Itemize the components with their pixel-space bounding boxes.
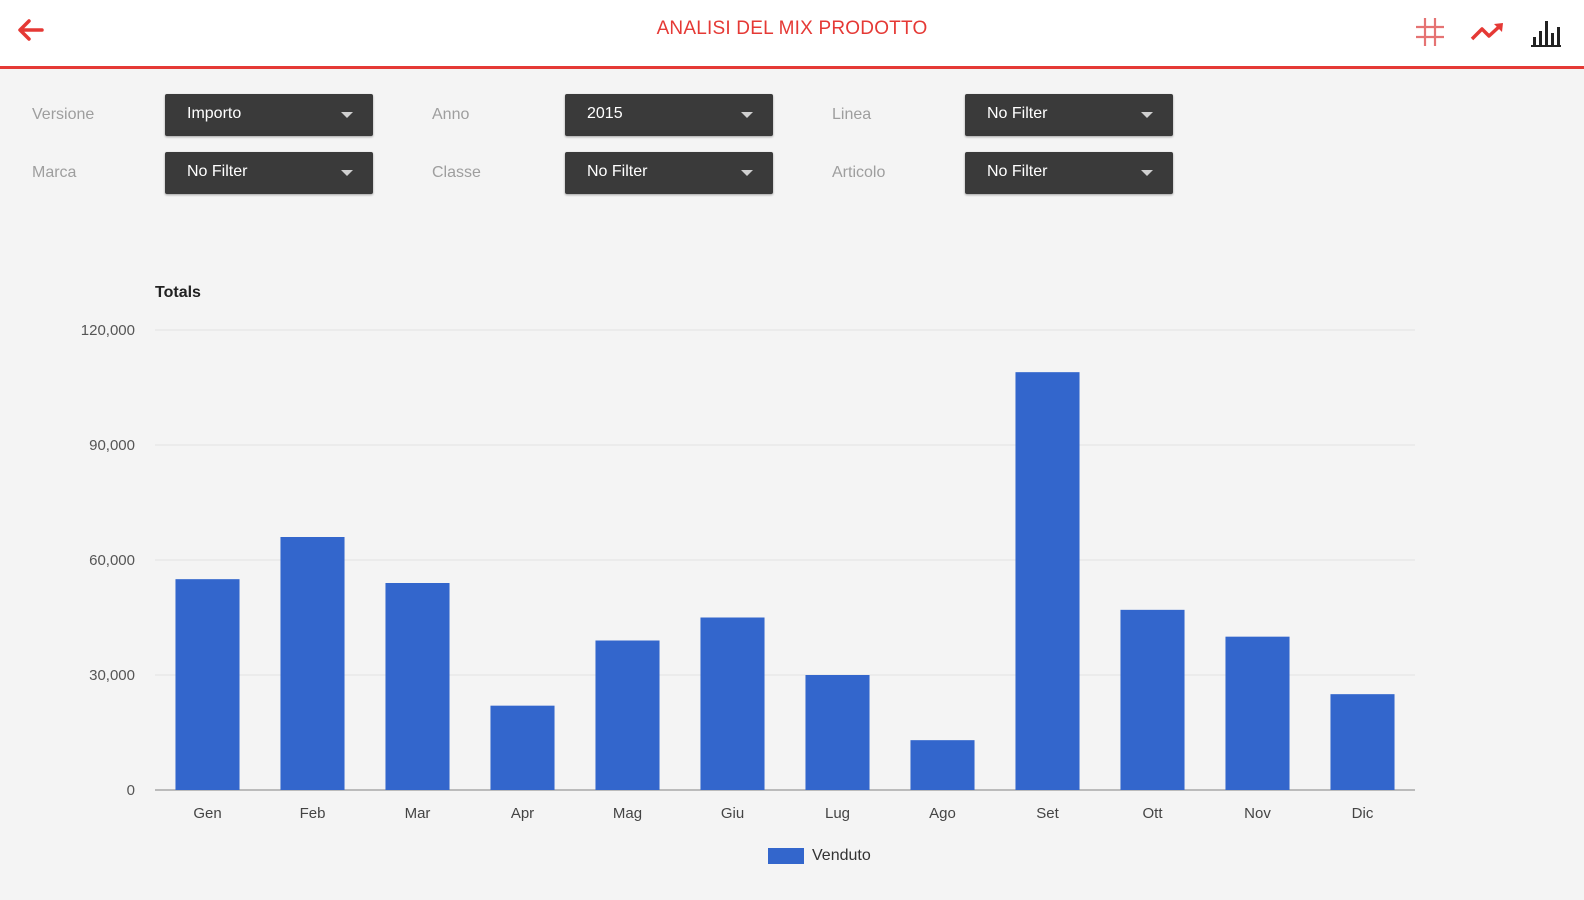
filter-label-versione: Versione: [32, 106, 95, 123]
select-value: 2015: [587, 105, 623, 122]
x-tick-label: Gen: [193, 805, 221, 822]
bar-apr[interactable]: [490, 705, 555, 790]
x-tick-label: Dic: [1352, 805, 1374, 822]
x-tick-label: Mag: [613, 805, 642, 822]
bar-dic[interactable]: [1330, 694, 1395, 790]
y-tick-label: 0: [127, 782, 135, 799]
grid-view-button[interactable]: [1406, 12, 1454, 52]
bar-chart-icon: [1531, 21, 1561, 47]
articolo-select[interactable]: No Filter: [965, 152, 1173, 194]
bar-lug[interactable]: [805, 675, 870, 790]
linea-select[interactable]: No Filter: [965, 94, 1173, 136]
versione-select[interactable]: Importo: [165, 94, 373, 136]
dropdown-caret-icon: [741, 170, 753, 176]
classe-select[interactable]: No Filter: [565, 152, 773, 194]
legend-swatch: [768, 848, 804, 864]
trending-up-icon: [1470, 23, 1503, 41]
x-tick-label: Lug: [825, 805, 850, 822]
filter-label-linea: Linea: [832, 106, 872, 123]
x-tick-label: Ott: [1142, 805, 1163, 822]
select-value: Importo: [187, 105, 242, 122]
x-tick-label: Feb: [300, 805, 326, 822]
select-value: No Filter: [587, 163, 648, 180]
filter-label-marca: Marca: [32, 164, 77, 181]
dropdown-caret-icon: [341, 112, 353, 118]
page-title: ANALISI DEL MIX PRODOTTO: [656, 18, 928, 39]
trend-view-button[interactable]: [1464, 12, 1512, 52]
y-tick-label: 30,000: [89, 667, 135, 684]
x-tick-label: Mar: [405, 805, 431, 822]
chart-legend: Venduto: [768, 846, 871, 866]
select-value: No Filter: [987, 163, 1048, 180]
bar-gen[interactable]: [175, 579, 240, 790]
filter-label-classe: Classe: [432, 164, 481, 181]
filter-label-anno: Anno: [432, 106, 470, 123]
select-value: No Filter: [187, 163, 248, 180]
bar-feb[interactable]: [280, 537, 345, 790]
back-button[interactable]: [10, 12, 50, 48]
bar-set[interactable]: [1015, 372, 1080, 790]
app-bar: ANALISI DEL MIX PRODOTTO: [0, 0, 1584, 69]
arrow-left-icon: [18, 19, 44, 41]
chart-title: Totals: [155, 284, 201, 301]
x-tick-label: Nov: [1244, 805, 1271, 822]
y-tick-label: 90,000: [89, 437, 135, 454]
bar-ago[interactable]: [910, 740, 975, 790]
x-tick-label: Apr: [511, 805, 534, 822]
bar-mar[interactable]: [385, 583, 450, 790]
x-tick-label: Set: [1036, 805, 1059, 822]
x-tick-label: Ago: [929, 805, 956, 822]
dropdown-caret-icon: [1141, 112, 1153, 118]
bar-giu[interactable]: [700, 617, 765, 791]
dropdown-caret-icon: [1141, 170, 1153, 176]
dropdown-caret-icon: [341, 170, 353, 176]
bar-chart-view-button[interactable]: [1522, 12, 1570, 52]
x-tick-label: Giu: [721, 805, 744, 822]
bar-mag[interactable]: [595, 640, 660, 791]
bar-nov[interactable]: [1225, 636, 1290, 790]
grid-icon: [1416, 18, 1444, 46]
legend-label: Venduto: [812, 847, 871, 864]
select-value: No Filter: [987, 105, 1048, 122]
marca-select[interactable]: No Filter: [165, 152, 373, 194]
y-tick-label: 60,000: [89, 552, 135, 569]
bar-ott[interactable]: [1120, 609, 1185, 790]
y-tick-label: 120,000: [81, 322, 135, 339]
toolbar-actions: [1396, 12, 1570, 52]
bar-chart: Totals 0 30,000 60,000 90,000 120,000 Gen Feb M…: [81, 284, 1415, 822]
filter-label-articolo: Articolo: [832, 164, 886, 181]
dropdown-caret-icon: [741, 112, 753, 118]
anno-select[interactable]: 2015: [565, 94, 773, 136]
